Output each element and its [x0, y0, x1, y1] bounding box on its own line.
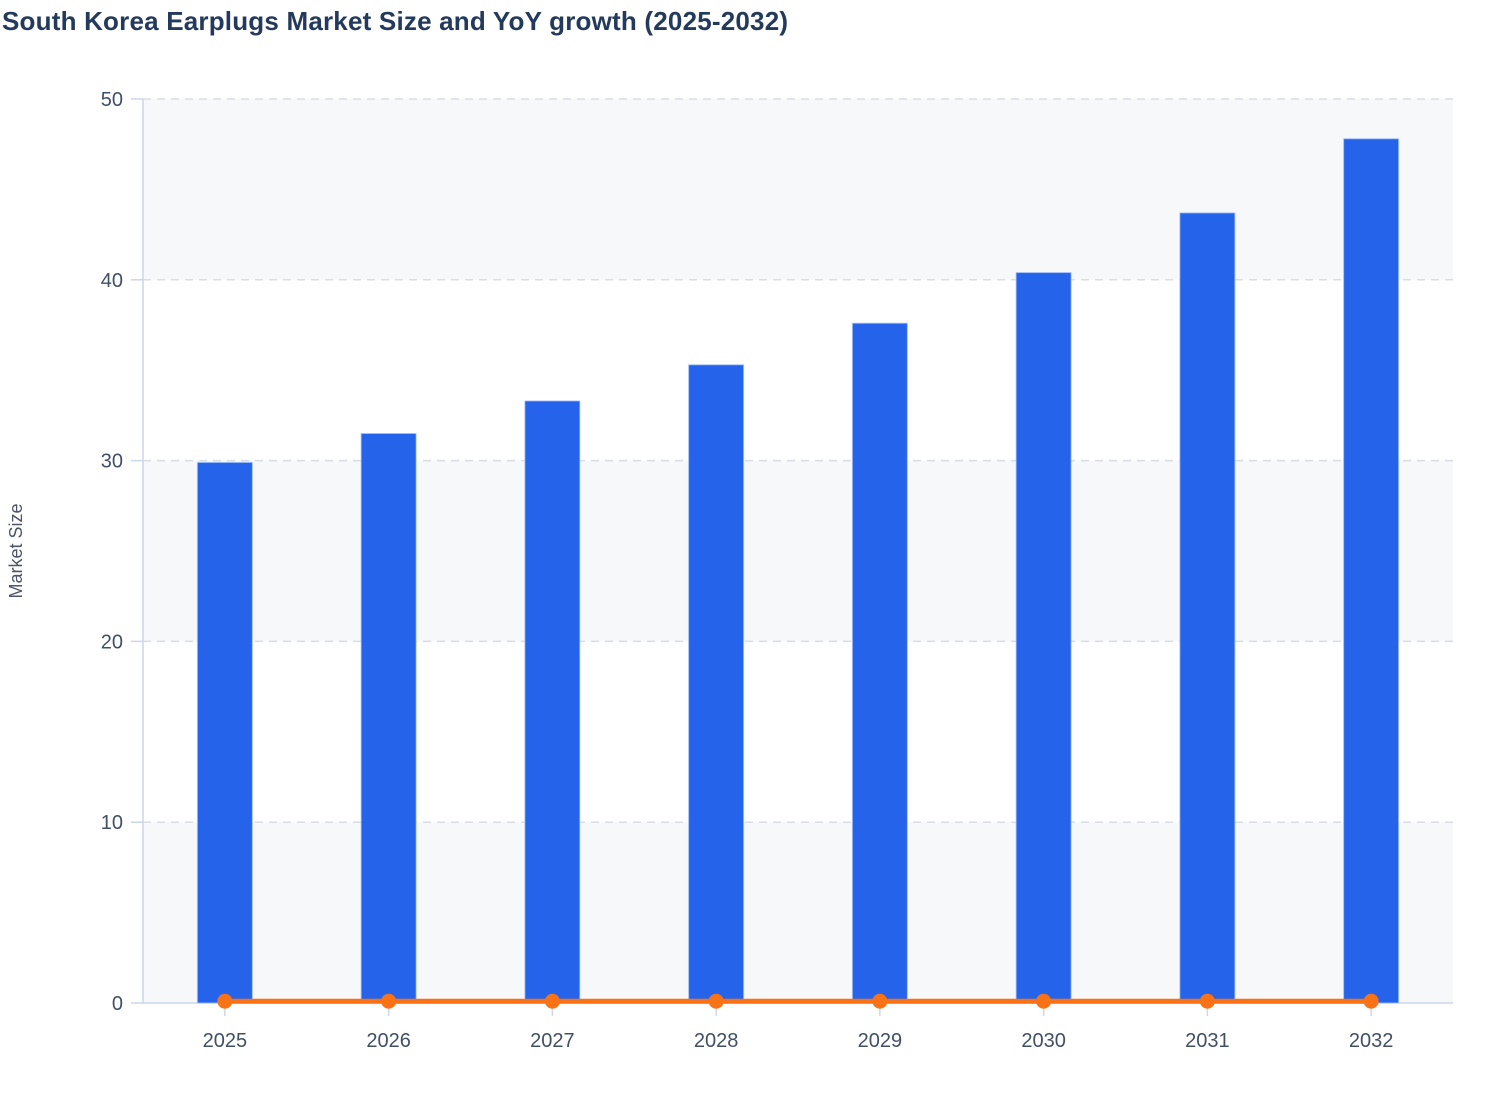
bar-2028 [688, 364, 745, 1004]
bar-2030 [1015, 272, 1072, 1004]
plot-band [143, 822, 1453, 1003]
chart-title: South Korea Earplugs Market Size and YoY… [2, 6, 789, 36]
yoy-growth-marker-2025 [217, 993, 233, 1009]
bar-2032 [1343, 138, 1400, 1004]
y-tick-label: 30 [101, 451, 123, 473]
x-tick-label: 2029 [858, 1030, 903, 1052]
yoy-growth-marker-2031 [1199, 993, 1215, 1009]
x-tick-label: 2026 [366, 1030, 411, 1052]
y-tick-label: 0 [112, 993, 123, 1015]
x-tick-label: 2025 [203, 1030, 248, 1052]
y-tick-label: 40 [101, 270, 123, 292]
x-tick-label: 2028 [694, 1030, 739, 1052]
yoy-growth-marker-2027 [544, 993, 560, 1009]
bar-2029 [851, 322, 908, 1004]
x-tick-label: 2027 [530, 1030, 575, 1052]
x-tick-label: 2032 [1349, 1030, 1394, 1052]
plot-band [143, 460, 1453, 642]
y-tick-label: 50 [101, 89, 123, 111]
bar-2025 [196, 461, 253, 1004]
bar-2027 [524, 400, 581, 1004]
y-tick-label: 20 [101, 631, 123, 653]
plot-band [143, 99, 1453, 280]
y-axis-title: Market Size [6, 503, 26, 598]
yoy-growth-marker-2029 [872, 993, 888, 1009]
yoy-growth-marker-2032 [1363, 993, 1379, 1009]
x-tick-label: 2031 [1185, 1030, 1230, 1052]
bar-2031 [1179, 212, 1236, 1004]
y-tick-label: 10 [101, 812, 123, 834]
yoy-growth-marker-2030 [1036, 993, 1052, 1009]
yoy-growth-marker-2028 [708, 993, 724, 1009]
x-tick-label: 2030 [1021, 1030, 1066, 1052]
bar-2026 [360, 432, 417, 1004]
yoy-growth-marker-2026 [381, 993, 397, 1009]
